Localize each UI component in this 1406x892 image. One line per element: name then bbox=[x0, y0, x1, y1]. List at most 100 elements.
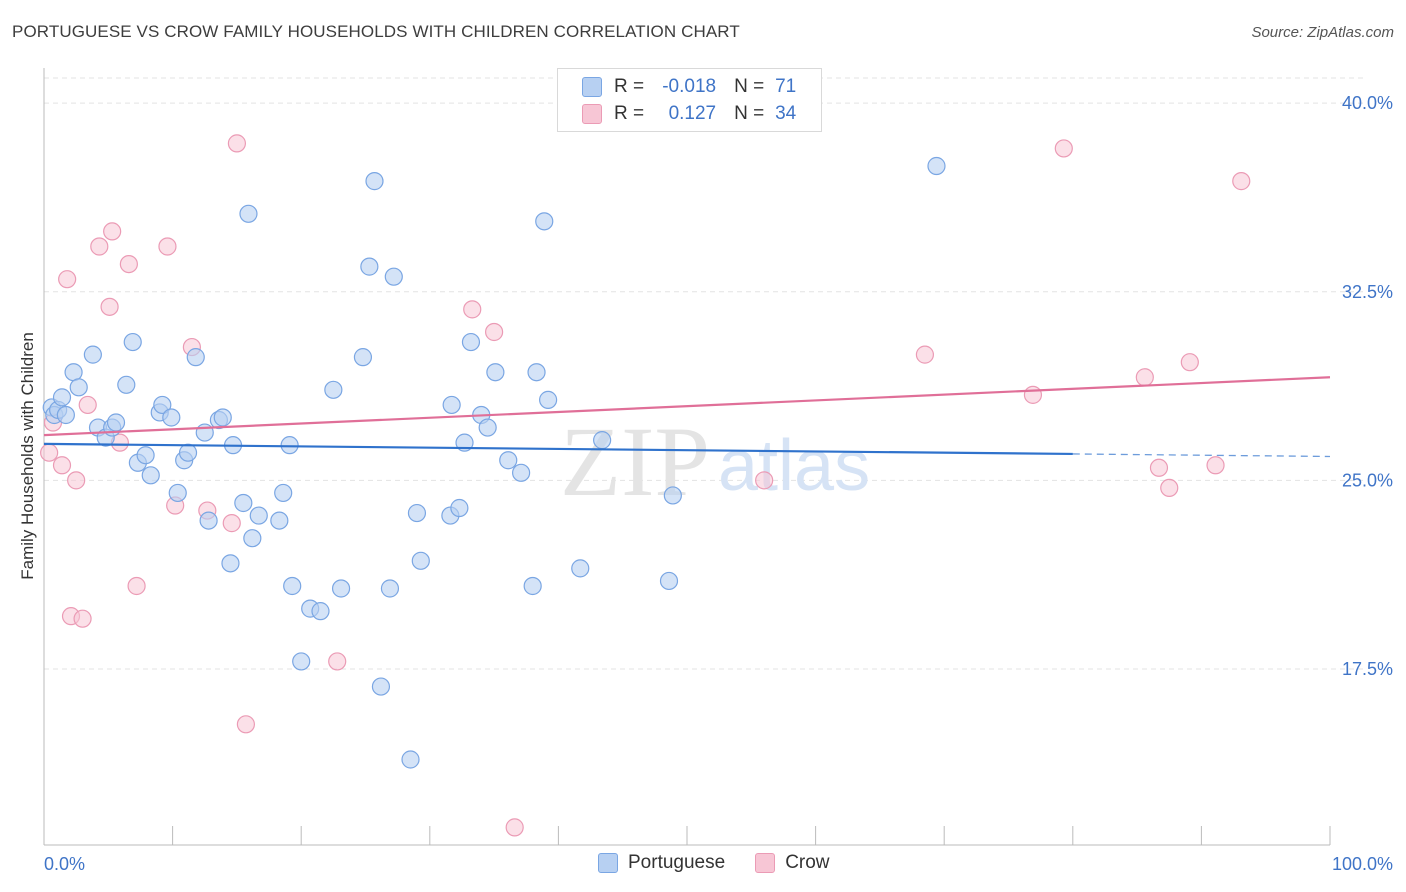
crow-point bbox=[1232, 172, 1251, 191]
legend-label-crow: Crow bbox=[785, 852, 830, 873]
crow-point bbox=[1160, 478, 1179, 498]
portuguese-point bbox=[270, 511, 289, 530]
n-value-crow: 34 bbox=[775, 103, 797, 124]
portuguese-point bbox=[52, 388, 72, 407]
portuguese-point bbox=[56, 405, 75, 425]
portuguese-point bbox=[539, 390, 558, 409]
portuguese-point bbox=[360, 257, 379, 276]
portuguese-point bbox=[213, 408, 232, 427]
crow-point bbox=[1149, 458, 1169, 477]
portuguese-point bbox=[283, 576, 302, 596]
portuguese-point bbox=[411, 551, 430, 570]
portuguese-point bbox=[234, 493, 253, 513]
portuguese-trend-extension bbox=[1072, 453, 1331, 458]
portuguese-point bbox=[571, 559, 590, 578]
portuguese-point bbox=[83, 345, 102, 364]
portuguese-point bbox=[64, 363, 83, 382]
source-credit: Source: ZipAtlas.com bbox=[1251, 24, 1394, 41]
portuguese-point bbox=[461, 332, 481, 352]
crow-trend-line bbox=[43, 376, 1331, 437]
portuguese-point bbox=[365, 172, 384, 191]
crow-point bbox=[127, 576, 146, 596]
portuguese-point bbox=[927, 156, 946, 176]
crow-point bbox=[78, 395, 97, 415]
portuguese-point bbox=[324, 380, 343, 399]
gridlines bbox=[44, 77, 1365, 670]
portuguese-point bbox=[486, 363, 505, 382]
crow-point bbox=[236, 715, 256, 734]
portuguese-point bbox=[331, 579, 351, 598]
crow-point bbox=[463, 300, 482, 319]
portuguese-point bbox=[478, 418, 497, 437]
r-label: R = bbox=[614, 76, 645, 97]
portuguese-point bbox=[243, 529, 262, 548]
portuguese-point bbox=[442, 395, 461, 415]
portuguese-point bbox=[186, 348, 205, 367]
y-tick-label: 40.0% bbox=[1342, 93, 1393, 113]
portuguese-point bbox=[178, 443, 198, 462]
legend-row-portuguese: R = -0.018 N = 71 bbox=[582, 75, 796, 99]
crow-point bbox=[755, 471, 774, 490]
portuguese-point bbox=[353, 348, 373, 367]
x-tick-label-max: 100.0% bbox=[1332, 854, 1393, 874]
portuguese-point bbox=[371, 677, 391, 696]
crow-point bbox=[222, 514, 241, 533]
crow-point bbox=[915, 345, 935, 364]
n-label: N = bbox=[734, 103, 765, 124]
r-value-portuguese: -0.018 bbox=[662, 76, 717, 97]
portuguese-point bbox=[141, 466, 160, 485]
portuguese-point bbox=[401, 750, 420, 769]
portuguese-legend-swatch bbox=[598, 853, 618, 873]
crow-point bbox=[90, 237, 109, 256]
crow-point bbox=[158, 237, 177, 256]
portuguese-point bbox=[117, 375, 136, 394]
r-label: R = bbox=[614, 103, 645, 124]
crow-point bbox=[1135, 368, 1154, 387]
series-legend: Portuguese Crow bbox=[598, 852, 860, 874]
portuguese-point bbox=[523, 576, 542, 596]
crow-point bbox=[227, 134, 246, 153]
portuguese-point bbox=[535, 212, 554, 231]
portuguese-point bbox=[162, 408, 181, 427]
chart-title: PORTUGUESE VS CROW FAMILY HOUSEHOLDS WIT… bbox=[12, 22, 740, 41]
portuguese-trend-line bbox=[43, 442, 1073, 456]
portuguese-point bbox=[659, 571, 679, 591]
crow-point bbox=[100, 297, 119, 316]
crow-point bbox=[119, 254, 138, 274]
crow-point bbox=[1180, 353, 1199, 372]
crow-point bbox=[1023, 385, 1043, 404]
portuguese-point bbox=[239, 204, 258, 223]
portuguese-point bbox=[499, 451, 518, 470]
portuguese-point bbox=[168, 483, 187, 503]
portuguese-point bbox=[199, 511, 218, 530]
portuguese-point bbox=[69, 378, 88, 397]
n-value-portuguese: 71 bbox=[775, 76, 797, 97]
y-tick-label: 17.5% bbox=[1342, 659, 1393, 679]
portuguese-point bbox=[384, 267, 403, 286]
legend-item-crow: Crow bbox=[755, 852, 830, 874]
crow-point bbox=[73, 609, 92, 628]
portuguese-point bbox=[136, 446, 155, 465]
portuguese-point bbox=[593, 431, 612, 450]
crow-point bbox=[505, 818, 524, 837]
portuguese-point bbox=[274, 483, 293, 503]
portuguese-point bbox=[106, 413, 126, 432]
crow-point bbox=[1206, 456, 1225, 475]
portuguese-point bbox=[221, 554, 240, 573]
portuguese-point bbox=[663, 486, 682, 505]
y-tick-label: 25.0% bbox=[1342, 470, 1393, 490]
legend-item-portuguese: Portuguese bbox=[598, 852, 725, 874]
r-value-crow: 0.127 bbox=[668, 103, 717, 124]
n-label: N = bbox=[734, 76, 765, 97]
crow-point bbox=[58, 270, 77, 289]
correlation-legend: R = -0.018 N = 71 R = 0.127 N = 34 bbox=[557, 68, 822, 132]
portuguese-point bbox=[527, 363, 546, 382]
crow-point bbox=[328, 652, 347, 671]
crow-point bbox=[485, 322, 504, 342]
legend-label-portuguese: Portuguese bbox=[628, 852, 726, 873]
tick-labels: 17.5% 25.0% 32.5% 40.0% 0.0% 100.0% bbox=[44, 93, 1393, 874]
crow-point bbox=[52, 456, 72, 475]
crow-legend-swatch bbox=[755, 853, 776, 873]
portuguese-point bbox=[153, 395, 172, 415]
